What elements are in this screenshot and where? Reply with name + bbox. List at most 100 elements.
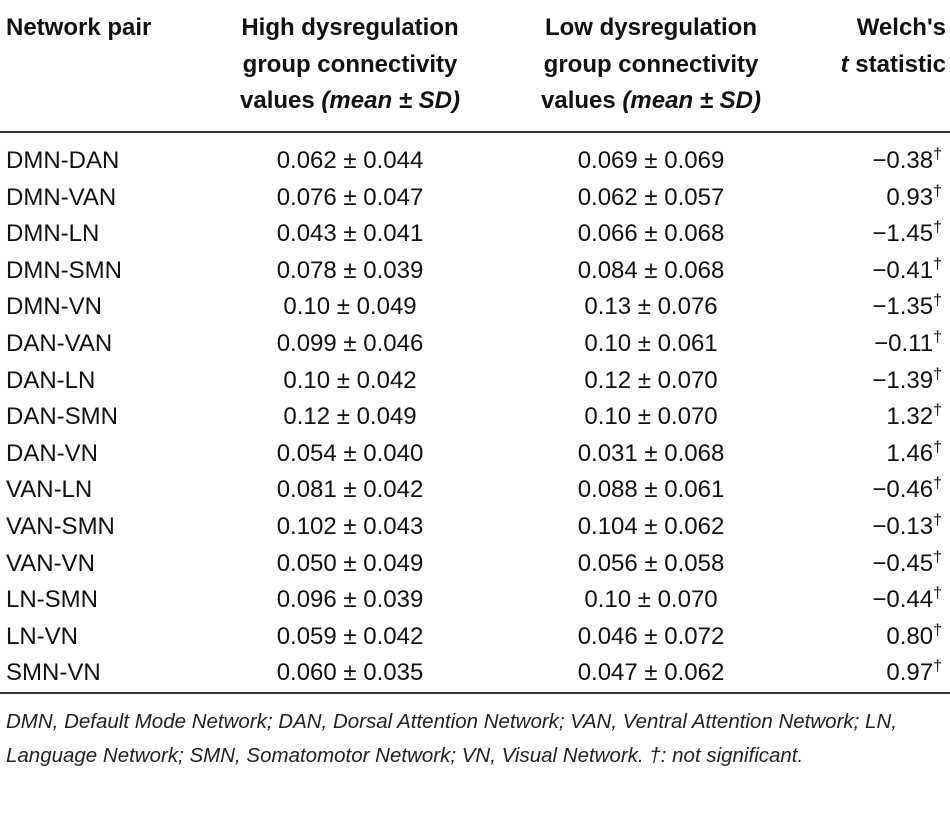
header-welch-t: Welch's t statistic (840, 14, 946, 78)
cell-welch-t: −0.13† (872, 509, 942, 546)
cell-low-value: 0.10 ± 0.061 (584, 329, 718, 357)
cell-low-value: 0.084 ± 0.068 (577, 256, 725, 284)
cell-network-pair: VAN-VN (6, 549, 95, 577)
t-value: −0.45 (872, 549, 934, 577)
header-low-dysregulation: Low dysregulation group connectivity val… (541, 14, 761, 114)
cell-welch-t: −1.35† (872, 289, 942, 326)
cell-welch-t: 0.80† (886, 619, 942, 656)
table-body: DMN-DAN 0.062 ± 0.044 0.069 ± 0.069 −0.38† D… (0, 143, 950, 692)
cell-network-pair: DAN-SMN (6, 403, 118, 431)
cell-network-pair: VAN-SMN (6, 512, 115, 540)
cell-high-value: 0.102 ± 0.043 (276, 512, 424, 540)
cell-network-pair: VAN-LN (6, 476, 93, 504)
table-row: DAN-VAN 0.099 ± 0.046 0.10 ± 0.061 −0.11† (0, 326, 950, 363)
t-value: −0.11 (874, 329, 934, 357)
not-significant-mark: † (933, 475, 942, 493)
cell-welch-t: 0.97† (886, 655, 942, 692)
cell-welch-t: −0.46† (872, 472, 942, 509)
t-value: −0.13 (872, 512, 934, 540)
cell-low-value: 0.047 ± 0.062 (577, 659, 725, 687)
t-value: 0.93 (886, 183, 934, 211)
cell-low-value: 0.10 ± 0.070 (584, 586, 718, 614)
cell-welch-t: −0.45† (872, 546, 942, 583)
not-significant-mark: † (933, 585, 942, 603)
cell-low-value: 0.062 ± 0.057 (577, 183, 725, 211)
cell-low-value: 0.088 ± 0.061 (577, 476, 725, 504)
cell-network-pair: DMN-VN (6, 293, 102, 321)
cell-high-value: 0.099 ± 0.046 (276, 329, 424, 357)
cell-network-pair: DAN-VAN (6, 329, 113, 357)
cell-network-pair: DAN-LN (6, 366, 96, 394)
table-row: DAN-LN 0.10 ± 0.042 0.12 ± 0.070 −1.39† (0, 363, 950, 400)
not-significant-mark: † (933, 402, 942, 420)
cell-high-value: 0.10 ± 0.042 (283, 366, 417, 394)
table-row: LN-VN 0.059 ± 0.042 0.046 ± 0.072 0.80† (0, 619, 950, 656)
table-row: LN-SMN 0.096 ± 0.039 0.10 ± 0.070 −0.44† (0, 582, 950, 619)
cell-low-value: 0.13 ± 0.076 (584, 293, 718, 321)
cell-welch-t: −1.45† (872, 216, 942, 253)
cell-network-pair: LN-VN (6, 622, 79, 650)
t-value: −1.35 (872, 293, 934, 321)
cell-network-pair: DMN-DAN (6, 147, 120, 174)
cell-network-pair: LN-SMN (6, 586, 99, 614)
not-significant-mark: † (933, 328, 942, 346)
cell-high-value: 0.081 ± 0.042 (276, 476, 424, 504)
not-significant-mark: † (933, 621, 942, 639)
cell-low-value: 0.066 ± 0.068 (577, 220, 725, 248)
cell-low-value: 0.12 ± 0.070 (584, 366, 718, 394)
table-bottom-divider (0, 692, 950, 694)
cell-high-value: 0.043 ± 0.041 (276, 220, 424, 248)
table-row: DMN-VN 0.10 ± 0.049 0.13 ± 0.076 −1.35† (0, 289, 950, 326)
cell-low-value: 0.031 ± 0.068 (577, 439, 725, 467)
cell-welch-t: −0.38† (872, 143, 942, 180)
cell-high-value: 0.078 ± 0.039 (276, 256, 424, 284)
cell-network-pair: DMN-VAN (6, 183, 117, 211)
cell-high-value: 0.096 ± 0.039 (276, 586, 424, 614)
cell-network-pair: DMN-LN (6, 220, 100, 248)
cell-welch-t: −0.11† (874, 326, 942, 363)
cell-high-value: 0.10 ± 0.049 (283, 293, 417, 321)
table-row: DMN-DAN 0.062 ± 0.044 0.069 ± 0.069 −0.38† (0, 143, 950, 180)
cell-high-value: 0.12 ± 0.049 (283, 403, 417, 431)
not-significant-mark: † (933, 292, 942, 310)
table-row: DMN-LN 0.043 ± 0.041 0.066 ± 0.068 −1.45† (0, 216, 950, 253)
not-significant-mark: † (933, 438, 942, 456)
t-value: −0.44 (872, 586, 934, 614)
t-value: −0.46 (872, 476, 934, 504)
table-row: SMN-VN 0.060 ± 0.035 0.047 ± 0.062 0.97† (0, 655, 950, 692)
header-divider (0, 131, 950, 133)
t-value: 1.32 (886, 403, 934, 431)
header-high-dysregulation: High dysregulation group connectivity va… (240, 14, 460, 114)
cell-high-value: 0.054 ± 0.040 (276, 439, 424, 467)
cell-low-value: 0.046 ± 0.072 (577, 622, 725, 650)
table-row: DAN-VN 0.054 ± 0.040 0.031 ± 0.068 1.46† (0, 436, 950, 473)
not-significant-mark: † (933, 182, 942, 200)
cell-high-value: 0.059 ± 0.042 (276, 622, 424, 650)
cell-high-value: 0.050 ± 0.049 (276, 549, 424, 577)
table-row: VAN-SMN 0.102 ± 0.043 0.104 ± 0.062 −0.13† (0, 509, 950, 546)
t-value: 0.80 (886, 622, 934, 650)
cell-low-value: 0.069 ± 0.069 (577, 147, 725, 174)
not-significant-mark: † (933, 365, 942, 383)
table-row: VAN-VN 0.050 ± 0.049 0.056 ± 0.058 −0.45† (0, 546, 950, 583)
t-value: 0.97 (886, 659, 934, 687)
t-value: −0.38 (872, 147, 934, 174)
table-row: VAN-LN 0.081 ± 0.042 0.088 ± 0.061 −0.46† (0, 472, 950, 509)
table-footnote: DMN, Default Mode Network; DAN, Dorsal A… (6, 710, 897, 767)
not-significant-mark: † (933, 146, 942, 163)
table-row: DAN-SMN 0.12 ± 0.049 0.10 ± 0.070 1.32† (0, 399, 950, 436)
not-significant-mark: † (933, 511, 942, 529)
header-network-pair: Network pair (6, 14, 152, 41)
cell-low-value: 0.104 ± 0.062 (577, 512, 725, 540)
cell-welch-t: −0.41† (872, 253, 942, 290)
cell-welch-t: 1.32† (886, 399, 942, 436)
cell-high-value: 0.060 ± 0.035 (276, 659, 424, 687)
table-row: DMN-VAN 0.076 ± 0.047 0.062 ± 0.057 0.93† (0, 180, 950, 217)
not-significant-mark: † (933, 548, 942, 566)
cell-low-value: 0.10 ± 0.070 (584, 403, 718, 431)
not-significant-mark: † (933, 255, 942, 273)
cell-welch-t: −0.44† (872, 582, 942, 619)
t-value: −0.41 (872, 256, 934, 284)
t-value: 1.46 (886, 439, 934, 467)
cell-high-value: 0.076 ± 0.047 (276, 183, 424, 211)
